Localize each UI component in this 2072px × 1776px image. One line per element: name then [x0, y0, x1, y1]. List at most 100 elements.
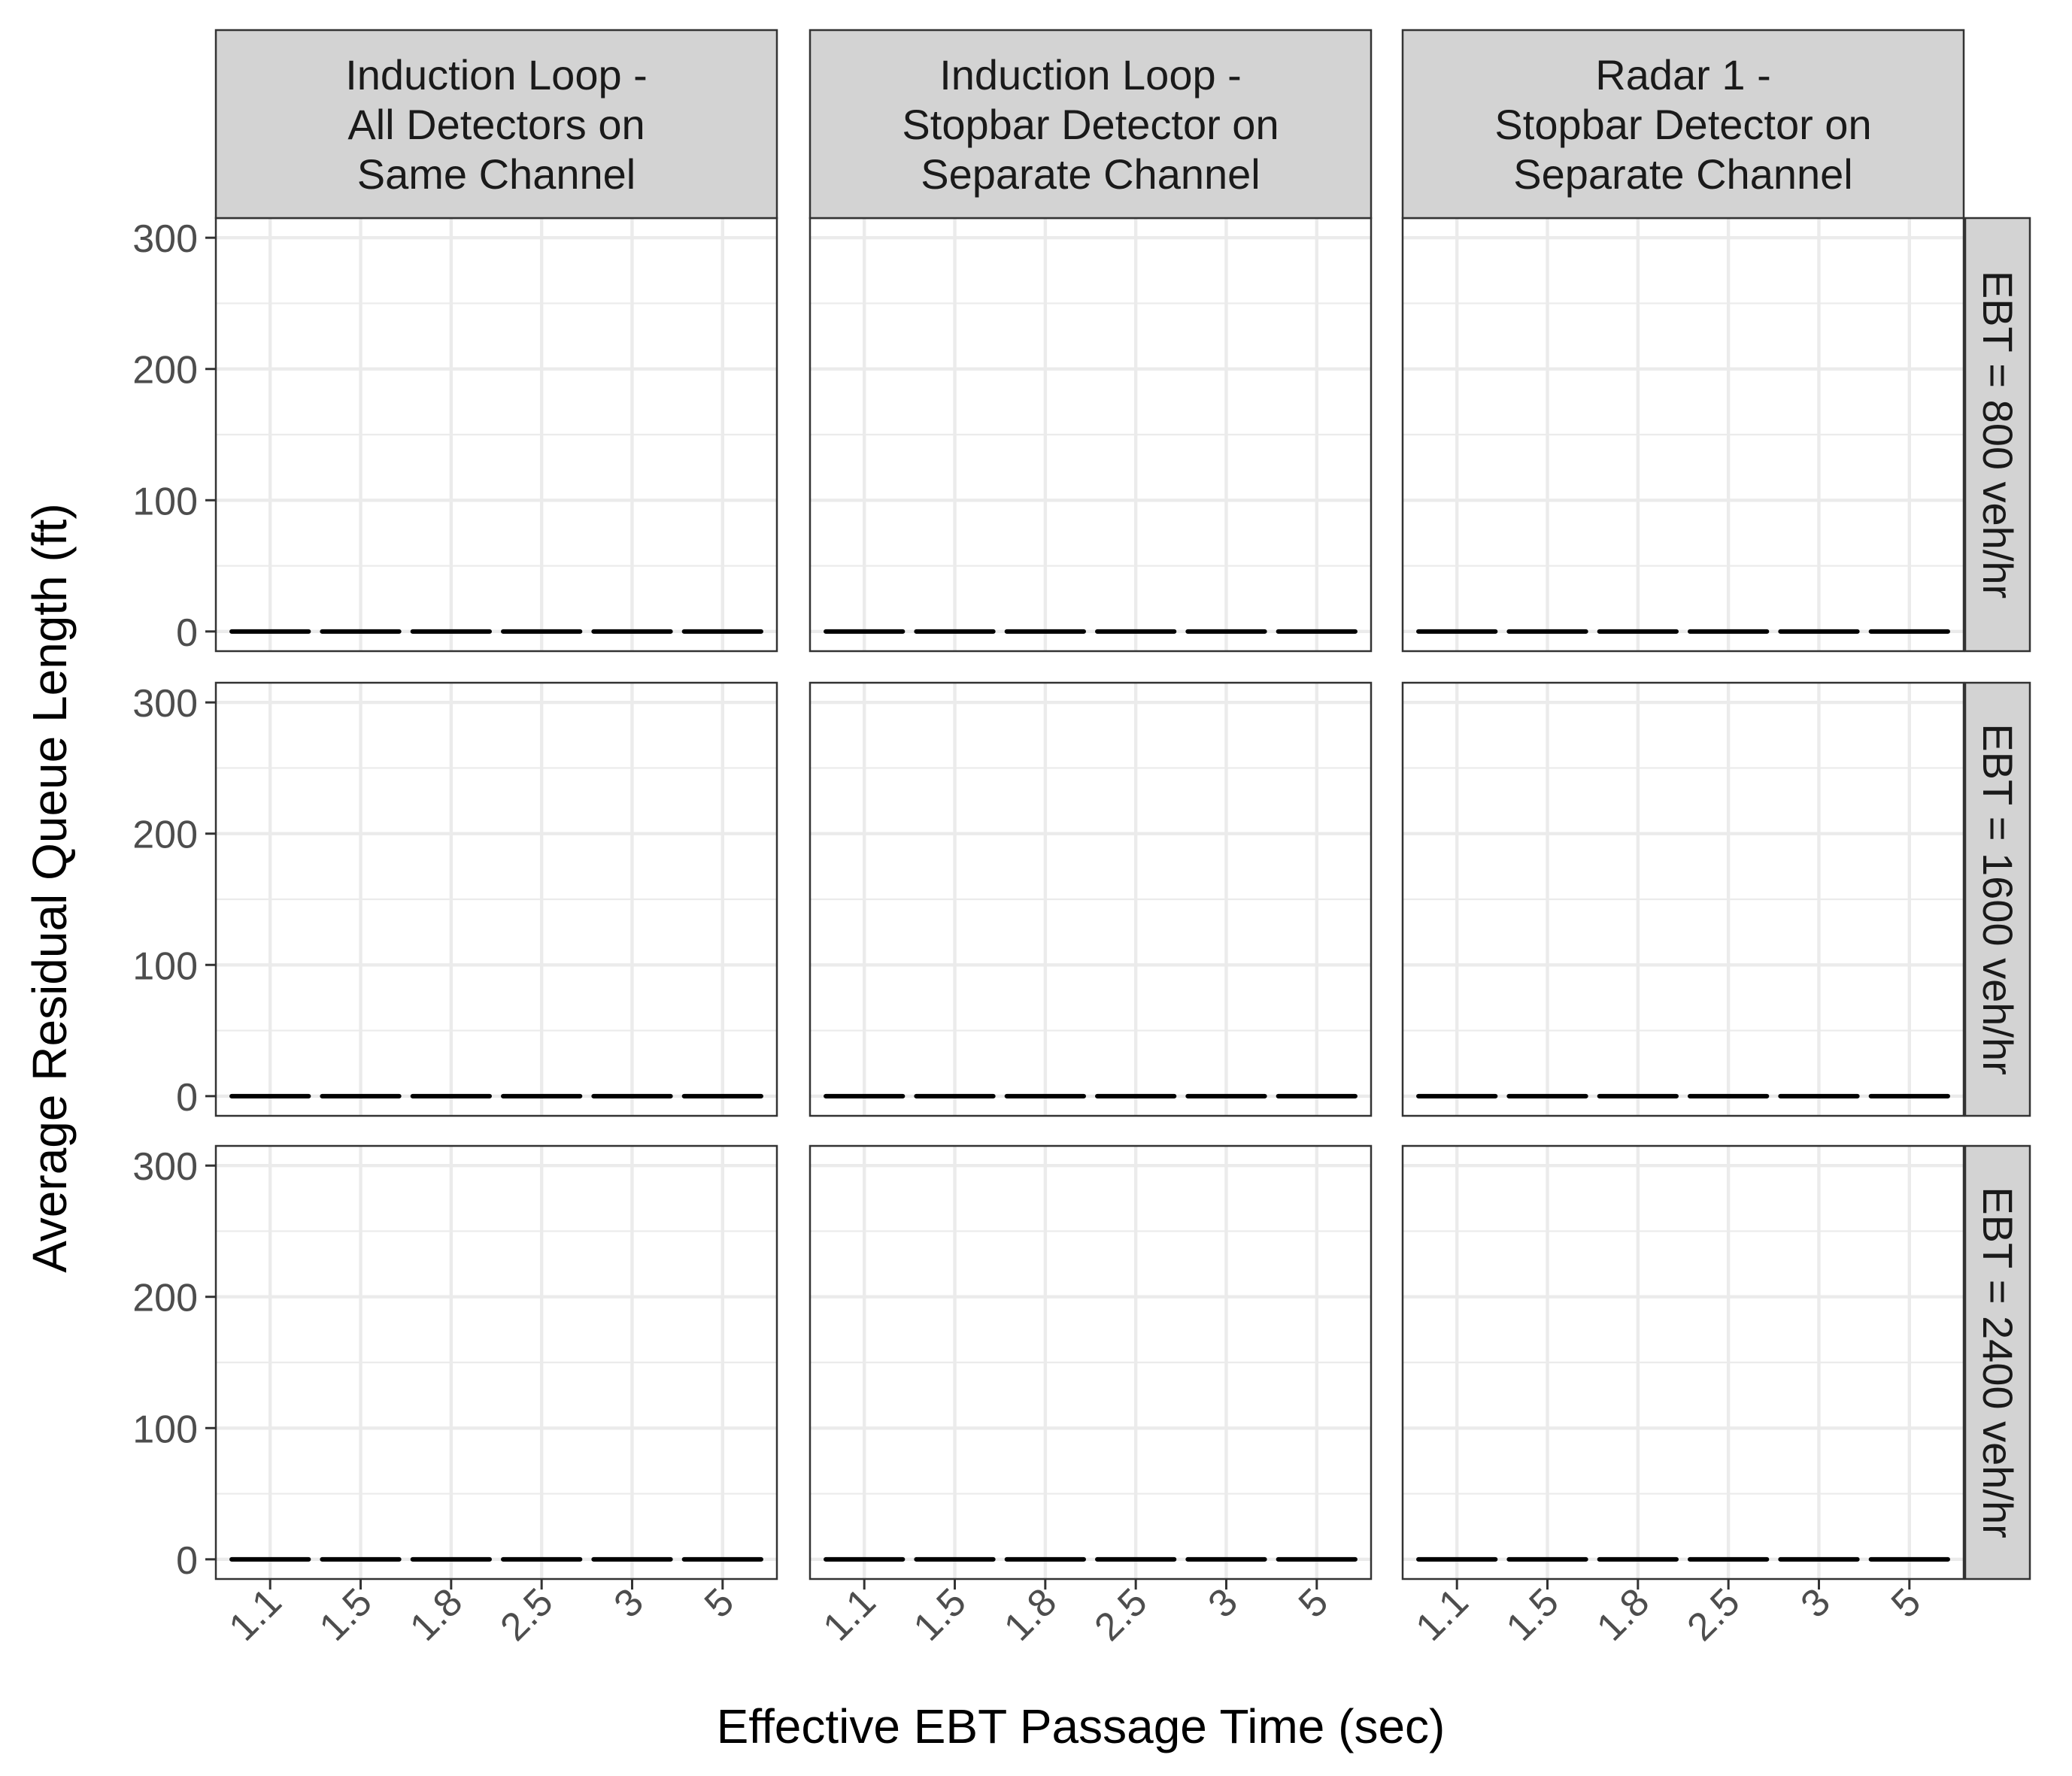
bar-mark [1276, 629, 1358, 634]
y-tick-label: 100 [132, 1408, 198, 1451]
column-strip: Radar 1 -Stopbar Detector on Separate Cha… [1401, 29, 1965, 220]
bar-mark [681, 1093, 763, 1099]
bar-mark [1004, 1093, 1086, 1099]
column-strip-label-line: Same Channel [357, 150, 636, 198]
bar-mark [501, 1556, 583, 1562]
bar-mark [914, 629, 996, 634]
y-tick-label: 200 [132, 814, 198, 857]
bar-mark [1597, 629, 1679, 634]
panel-border [808, 1144, 1373, 1581]
bar-mark [1416, 629, 1498, 634]
bar-mark [229, 1556, 311, 1562]
y-tick-label: 100 [132, 944, 198, 988]
bar-mark [681, 629, 763, 634]
panel [1401, 1144, 1965, 1581]
bar-mark [591, 629, 673, 634]
row-strip-background [1964, 1144, 2031, 1581]
y-axis-title: Average Residual Queue Length (ft) [23, 503, 77, 1272]
column-strip: Induction Loop -All Detectors on Same Cha… [214, 29, 778, 220]
bar-mark [824, 1093, 906, 1099]
bar-mark [1004, 1556, 1086, 1562]
y-tick-label: 300 [132, 682, 198, 726]
column-strip: Induction Loop -Stopbar Detector on Separ… [808, 29, 1373, 220]
bar-mark [1276, 1093, 1358, 1099]
column-strip-label-line: Separate Channel [921, 150, 1260, 198]
bar-mark [410, 1556, 492, 1562]
bar-mark [1868, 1556, 1950, 1562]
panel [214, 681, 778, 1117]
column-strip-background [808, 29, 1373, 220]
row-strip-label: EBT = 2400 veh/hr [1974, 1187, 2022, 1538]
bar-mark [1416, 1093, 1498, 1099]
bar-mark [1185, 1093, 1267, 1099]
bar-mark [914, 1093, 996, 1099]
y-tick-label: 300 [132, 1145, 198, 1189]
column-strip-label: Radar 1 -Stopbar Detector on Separate Cha… [1494, 51, 1871, 198]
panel-border [808, 681, 1373, 1117]
y-tick-label: 300 [132, 217, 198, 261]
bar-mark [1095, 1556, 1177, 1562]
bar-mark [1688, 1556, 1770, 1562]
bar-mark [591, 1093, 673, 1099]
column-strip-label: Induction Loop -Stopbar Detector on Separ… [902, 51, 1279, 198]
bar-mark [1506, 1093, 1588, 1099]
row-strip-label: EBT = 800 veh/hr [1974, 271, 2022, 599]
panel [214, 1144, 778, 1581]
bar-mark [824, 1556, 906, 1562]
y-tick-label: 0 [176, 1076, 198, 1120]
bar-mark [1688, 629, 1770, 634]
row-strip: EBT = 800 veh/hr [1964, 217, 2031, 653]
bar-mark [824, 629, 906, 634]
row-strip-label: EBT = 1600 veh/hr [1974, 723, 2022, 1075]
bar-mark [229, 1093, 311, 1099]
bar-mark [1506, 629, 1588, 634]
row-strip: EBT = 2400 veh/hr [1964, 1144, 2031, 1581]
bar-mark [1416, 1556, 1498, 1562]
column-strip-label-line: Stopbar Detector on [1494, 101, 1871, 148]
column-strip-background [214, 29, 778, 220]
bar-mark [1597, 1093, 1679, 1099]
panel-border [214, 1144, 778, 1581]
bar-mark [229, 629, 311, 634]
column-strip-label-line: Radar 1 - [1595, 51, 1770, 98]
facet-strips: Induction Loop -All Detectors on Same Cha… [214, 29, 2031, 1581]
y-tick-label: 200 [132, 1277, 198, 1320]
panel [808, 217, 1373, 653]
bar-mark [1095, 629, 1177, 634]
y-tick-label: 200 [132, 349, 198, 392]
bar-mark [1095, 1093, 1177, 1099]
bar-mark [1868, 1093, 1950, 1099]
bar-mark [1778, 1093, 1860, 1099]
column-strip-background [1401, 29, 1965, 220]
panel-border [214, 681, 778, 1117]
row-strip-background [1964, 681, 2031, 1117]
bar-mark [1506, 1556, 1588, 1562]
panels [214, 217, 1965, 1581]
y-tick-label: 0 [176, 611, 198, 655]
row-strip: EBT = 1600 veh/hr [1964, 681, 2031, 1117]
panel-border [1401, 681, 1965, 1117]
panel [214, 217, 778, 653]
bar-mark [1276, 1556, 1358, 1562]
row-strip-background [1964, 217, 2031, 653]
panel [1401, 217, 1965, 653]
column-strip-label-line: Induction Loop - [939, 51, 1242, 98]
panel [808, 681, 1373, 1117]
y-tick-label: 0 [176, 1539, 198, 1583]
panel [1401, 681, 1965, 1117]
column-strip-label-line: Stopbar Detector on [902, 101, 1279, 148]
bar-mark [320, 629, 402, 634]
bar-mark [501, 629, 583, 634]
column-strip-label-line: Separate Channel [1513, 150, 1852, 198]
bar-mark [1004, 629, 1086, 634]
bar-mark [1778, 629, 1860, 634]
bar-mark [320, 1093, 402, 1099]
panel-border [1401, 1144, 1965, 1581]
bar-mark [501, 1093, 583, 1099]
bar-mark [1185, 629, 1267, 634]
bar-mark [1597, 1556, 1679, 1562]
bar-mark [1778, 1556, 1860, 1562]
bar-mark [410, 1093, 492, 1099]
x-axis-title: Effective EBT Passage Time (sec) [717, 1699, 1446, 1753]
